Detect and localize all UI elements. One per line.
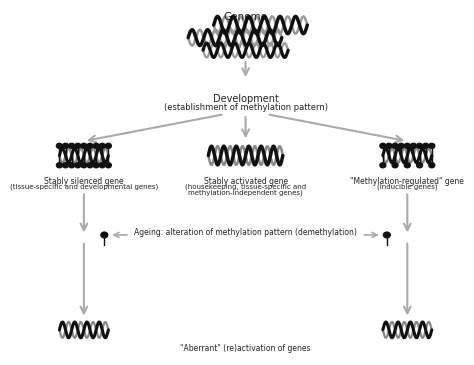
Circle shape [63,143,69,148]
Circle shape [417,143,422,148]
Text: Development: Development [213,95,279,104]
Circle shape [81,163,87,168]
Circle shape [81,143,87,148]
Text: methylation-independent genes): methylation-independent genes) [188,189,303,196]
Text: (establishment of methylation pattern): (establishment of methylation pattern) [164,103,328,112]
Text: Stably silenced gene: Stably silenced gene [44,177,124,186]
Circle shape [392,163,398,168]
Circle shape [429,143,435,148]
Circle shape [105,143,111,148]
Text: Stably activated gene: Stably activated gene [203,177,288,186]
Text: (inducible genes): (inducible genes) [377,184,438,190]
Circle shape [417,163,422,168]
Circle shape [56,163,63,168]
Circle shape [404,143,410,148]
Circle shape [410,143,416,148]
Circle shape [398,143,404,148]
Circle shape [69,143,74,148]
Circle shape [404,163,410,168]
Text: (housekeeping, tissue-specific and: (housekeeping, tissue-specific and [185,184,306,190]
Circle shape [105,163,111,168]
Circle shape [87,143,93,148]
Circle shape [87,163,93,168]
Circle shape [56,143,63,148]
Text: Ageing: alteration of methylation pattern (demethylation): Ageing: alteration of methylation patter… [134,228,357,237]
Circle shape [101,232,108,238]
Circle shape [93,163,99,168]
Circle shape [423,143,428,148]
Circle shape [386,143,392,148]
Text: "Methylation-regulated" gene: "Methylation-regulated" gene [350,177,464,186]
Text: Genome: Genome [224,12,268,22]
Circle shape [392,143,398,148]
Circle shape [99,143,105,148]
Circle shape [63,163,69,168]
Circle shape [383,232,390,238]
Circle shape [75,143,81,148]
Text: "Aberrant" (re)activation of genes: "Aberrant" (re)activation of genes [180,344,311,353]
Circle shape [69,163,74,168]
Circle shape [380,143,386,148]
Text: (tissue-specific and developmental genes): (tissue-specific and developmental genes… [10,184,158,190]
Circle shape [93,143,99,148]
Circle shape [380,163,386,168]
Circle shape [75,163,81,168]
Circle shape [429,163,435,168]
Circle shape [99,163,105,168]
